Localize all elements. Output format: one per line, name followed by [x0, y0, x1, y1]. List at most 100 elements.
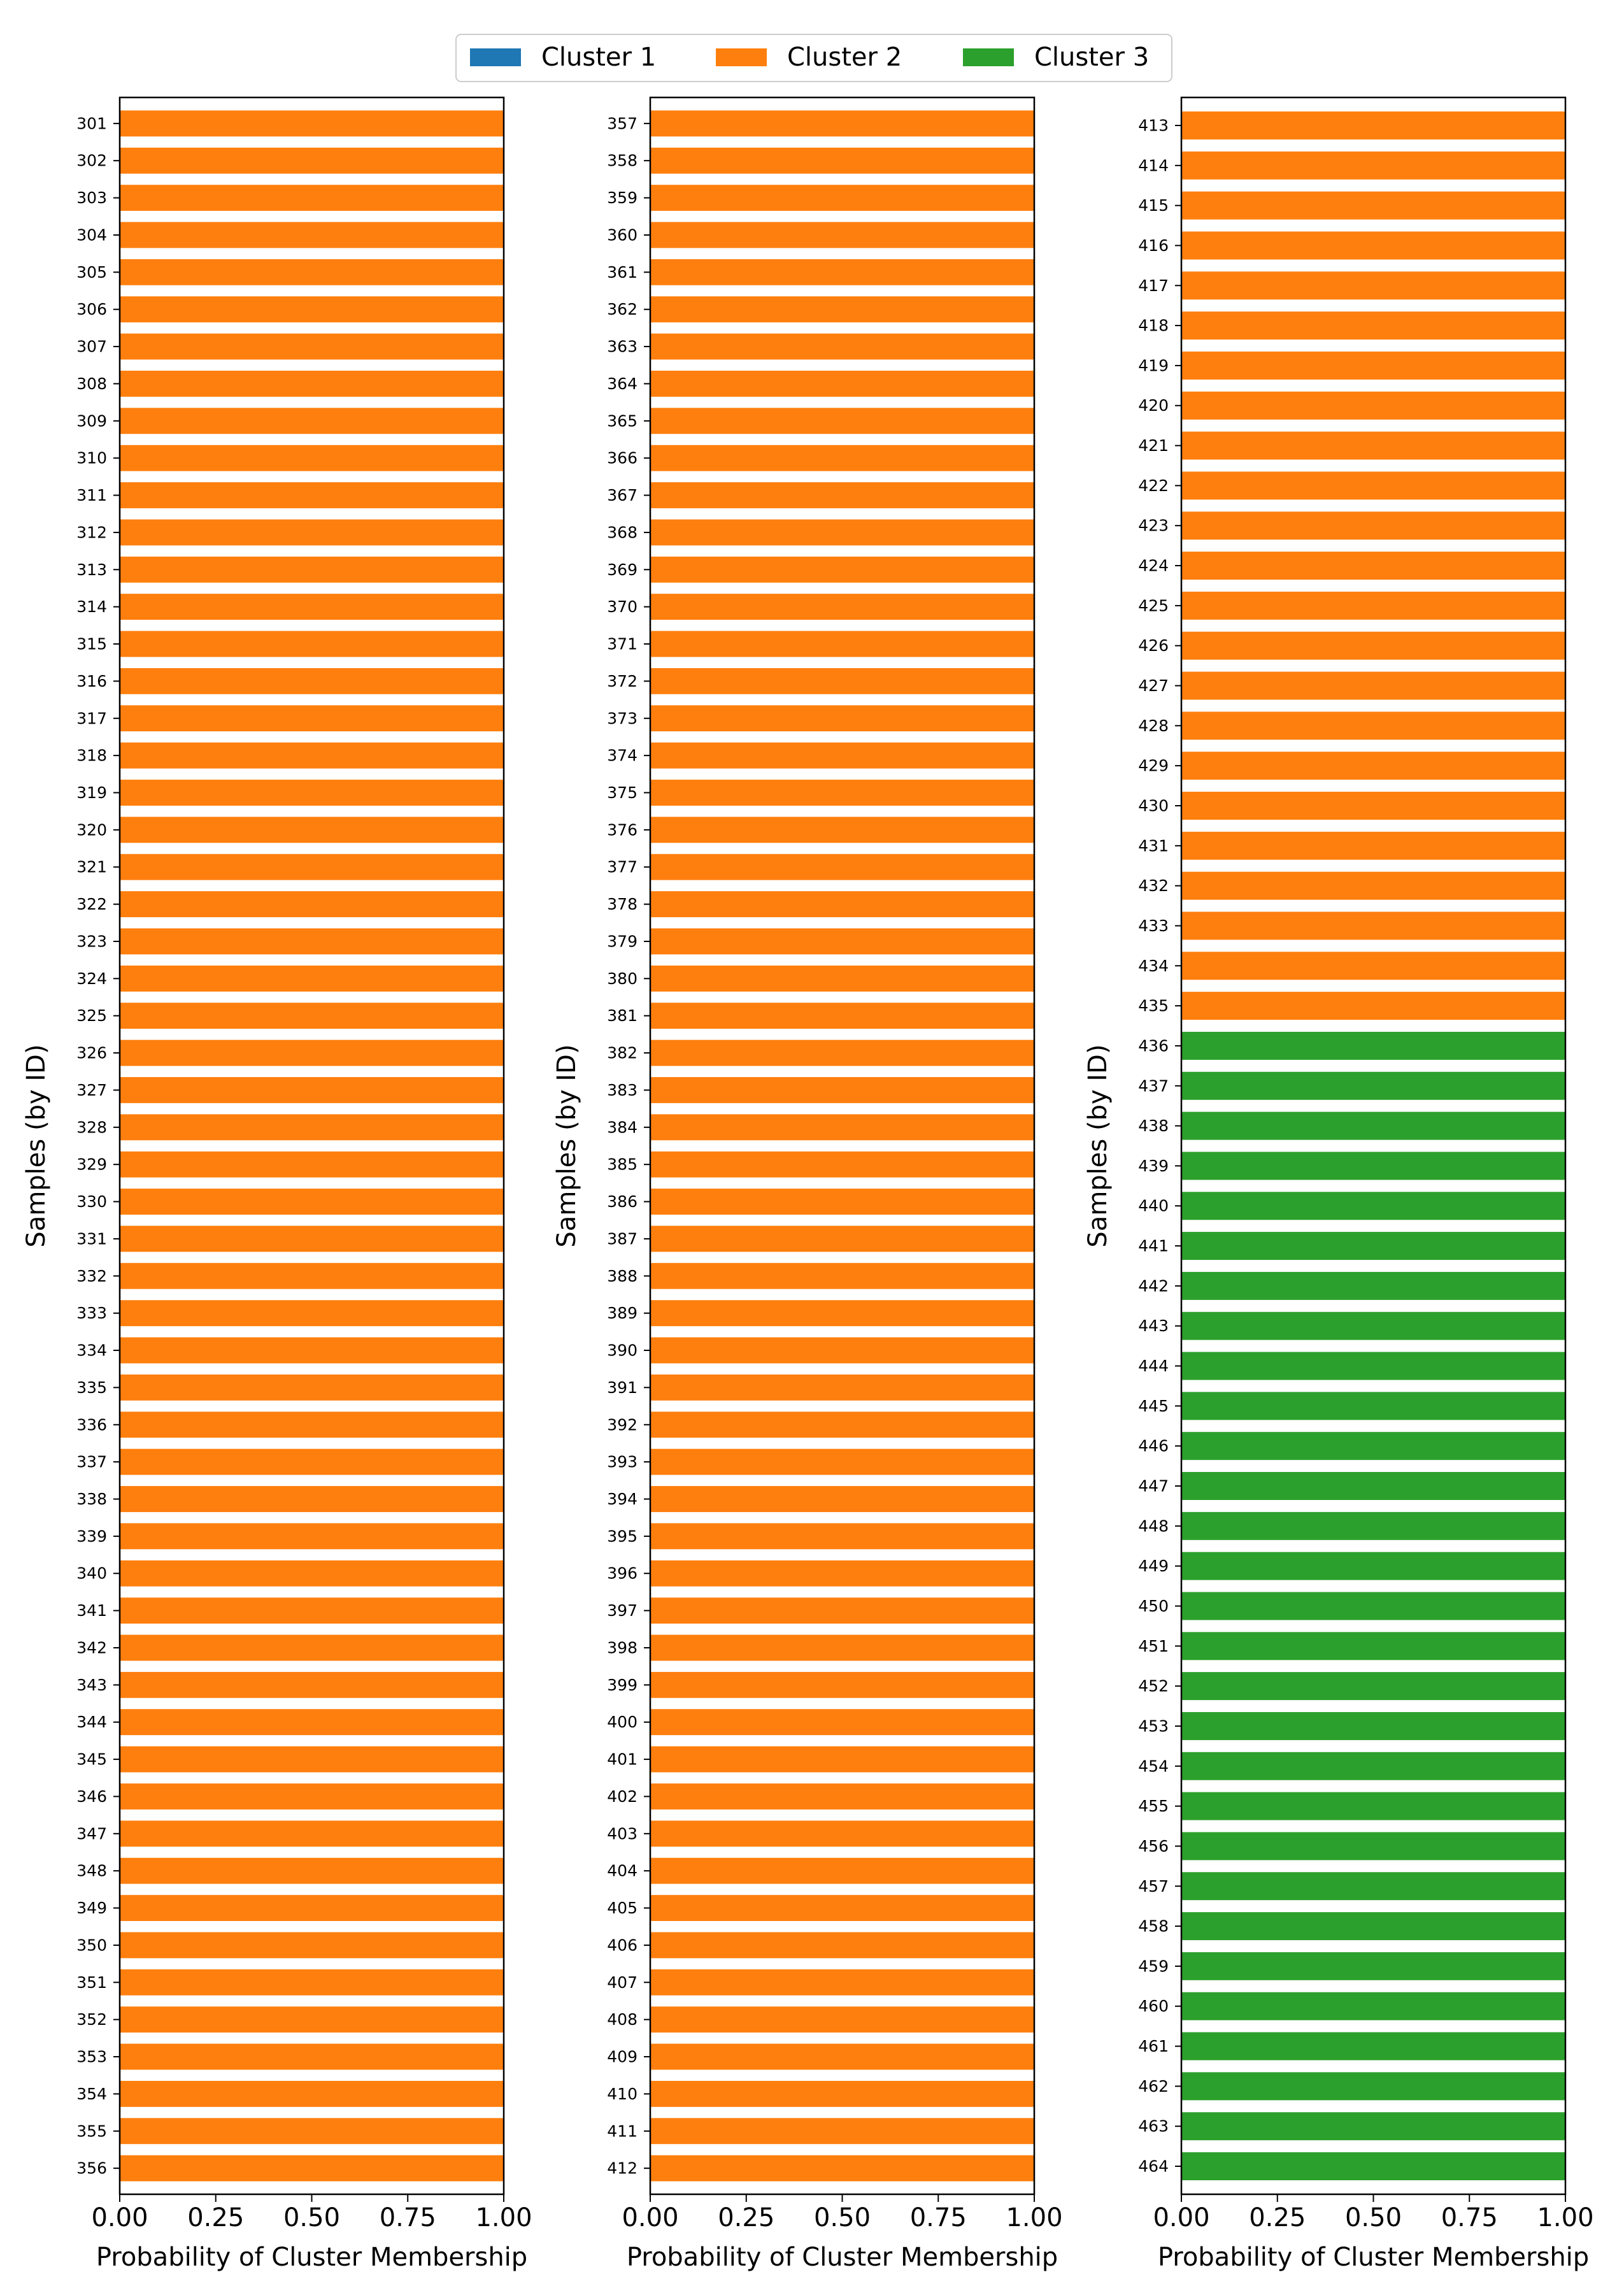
y-axis-label: Samples (by ID)	[1083, 1044, 1113, 1247]
bar-345-cluster-2	[120, 1746, 504, 1773]
y-tick-label: 350	[76, 1936, 107, 1954]
y-tick-label: 405	[607, 1899, 637, 1917]
y-tick-label: 304	[76, 225, 107, 244]
y-tick-label: 335	[76, 1378, 107, 1397]
y-tick-label: 315	[76, 635, 107, 654]
bar-311-cluster-2	[120, 482, 504, 508]
y-tick-label: 404	[607, 1862, 637, 1880]
y-tick-label: 331	[76, 1229, 107, 1248]
y-tick-label: 370	[607, 597, 637, 616]
y-tick-label: 325	[76, 1006, 107, 1025]
y-tick-label: 379	[607, 932, 637, 950]
bar-393-cluster-2	[650, 1448, 1034, 1475]
y-tick-label: 462	[1138, 2077, 1169, 2096]
y-tick-label: 358	[607, 152, 637, 170]
y-tick-label: 421	[1138, 436, 1169, 455]
bar-386-cluster-2	[650, 1189, 1034, 1215]
bar-457-cluster-3	[1181, 1872, 1565, 1901]
x-tick-label: 0.00	[91, 2203, 148, 2232]
y-tick-label: 388	[607, 1267, 637, 1285]
y-tick-label: 391	[607, 1378, 637, 1397]
bar-333-cluster-2	[120, 1300, 504, 1327]
bar-308-cluster-2	[120, 371, 504, 397]
y-tick-label: 420	[1138, 396, 1169, 415]
y-tick-label: 432	[1138, 876, 1169, 895]
y-tick-label: 369	[607, 561, 637, 579]
bar-305-cluster-2	[120, 259, 504, 285]
bar-321-cluster-2	[120, 854, 504, 880]
y-tick-label: 351	[76, 1973, 107, 1992]
x-axis-label: Probability of Cluster Membership	[627, 2243, 1058, 2272]
y-tick-label: 373	[607, 709, 637, 727]
bar-452-cluster-3	[1181, 1672, 1565, 1701]
y-tick-label: 459	[1138, 1957, 1169, 1975]
bar-419-cluster-2	[1181, 351, 1565, 380]
y-tick-label: 307	[76, 338, 107, 356]
bar-356-cluster-2	[120, 2155, 504, 2182]
bar-341-cluster-2	[120, 1597, 504, 1624]
bar-342-cluster-2	[120, 1634, 504, 1661]
bar-450-cluster-3	[1181, 1592, 1565, 1620]
bar-315-cluster-2	[120, 631, 504, 657]
bar-410-cluster-2	[650, 2080, 1034, 2107]
y-tick-label: 309	[76, 411, 107, 430]
bar-402-cluster-2	[650, 1783, 1034, 1810]
bar-396-cluster-2	[650, 1560, 1034, 1587]
bar-394-cluster-2	[650, 1486, 1034, 1512]
bar-424-cluster-2	[1181, 552, 1565, 580]
y-tick-label: 443	[1138, 1317, 1169, 1335]
y-tick-label: 310	[76, 449, 107, 468]
bar-416-cluster-2	[1181, 231, 1565, 260]
x-tick-label: 0.25	[1249, 2203, 1306, 2232]
bar-383-cluster-2	[650, 1077, 1034, 1103]
y-tick-label: 380	[607, 969, 637, 988]
bar-365-cluster-2	[650, 408, 1034, 434]
y-tick-label: 449	[1138, 1557, 1169, 1575]
bar-422-cluster-2	[1181, 471, 1565, 500]
bar-414-cluster-2	[1181, 151, 1565, 180]
y-tick-label: 344	[76, 1713, 107, 1731]
y-axis-label: Samples (by ID)	[22, 1044, 51, 1247]
y-tick-label: 313	[76, 561, 107, 579]
bar-352-cluster-2	[120, 2006, 504, 2033]
y-tick-label: 423	[1138, 517, 1169, 535]
bar-446-cluster-3	[1181, 1432, 1565, 1461]
bar-400-cluster-2	[650, 1709, 1034, 1736]
bar-325-cluster-2	[120, 1003, 504, 1029]
bar-418-cluster-2	[1181, 311, 1565, 340]
bar-368-cluster-2	[650, 519, 1034, 546]
bar-351-cluster-2	[120, 1969, 504, 1996]
y-tick-label: 451	[1138, 1637, 1169, 1655]
bar-459-cluster-3	[1181, 1952, 1565, 1980]
bar-344-cluster-2	[120, 1709, 504, 1736]
bar-314-cluster-2	[120, 594, 504, 620]
y-tick-label: 337	[76, 1453, 107, 1471]
x-tick-label: 0.50	[814, 2203, 871, 2232]
y-tick-label: 342	[76, 1638, 107, 1657]
x-tick-label: 0.25	[718, 2203, 774, 2232]
bar-448-cluster-3	[1181, 1511, 1565, 1540]
bar-306-cluster-2	[120, 296, 504, 323]
y-tick-label: 357	[607, 114, 637, 132]
y-tick-label: 445	[1138, 1397, 1169, 1415]
y-tick-label: 408	[607, 2010, 637, 2029]
bar-389-cluster-2	[650, 1300, 1034, 1327]
bar-303-cluster-2	[120, 185, 504, 211]
y-tick-label: 402	[607, 1787, 637, 1806]
y-tick-label: 356	[76, 2159, 107, 2178]
y-tick-label: 464	[1138, 2157, 1169, 2176]
bar-447-cluster-3	[1181, 1472, 1565, 1500]
bar-390-cluster-2	[650, 1337, 1034, 1364]
bar-462-cluster-3	[1181, 2072, 1565, 2101]
y-tick-label: 317	[76, 709, 107, 727]
y-tick-label: 340	[76, 1564, 107, 1583]
bar-399-cluster-2	[650, 1671, 1034, 1698]
y-tick-label: 435	[1138, 997, 1169, 1015]
bar-420-cluster-2	[1181, 391, 1565, 420]
bar-409-cluster-2	[650, 2043, 1034, 2070]
bar-337-cluster-2	[120, 1448, 504, 1475]
bar-357-cluster-2	[650, 110, 1034, 137]
bar-435-cluster-2	[1181, 992, 1565, 1020]
y-tick-label: 400	[607, 1713, 637, 1731]
y-tick-label: 330	[76, 1192, 107, 1211]
